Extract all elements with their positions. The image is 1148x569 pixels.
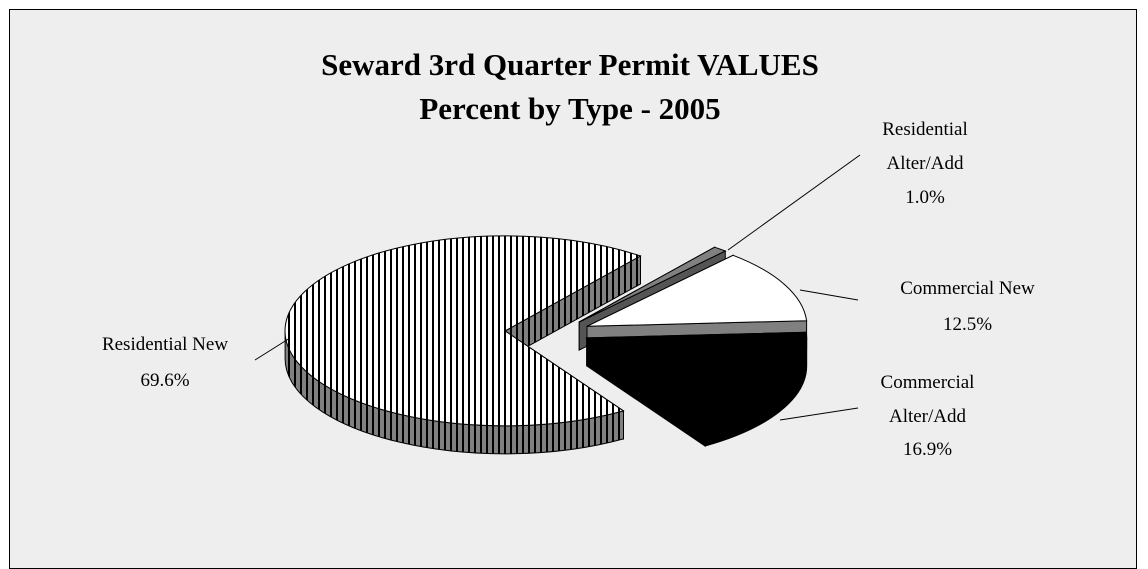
slice-label: Commercial New	[900, 278, 1035, 299]
slice-top	[578, 246, 727, 323]
leader-line	[779, 407, 859, 421]
slice-top	[585, 331, 808, 419]
slice-value-label: 16.9%	[902, 439, 953, 460]
chart	[254, 154, 861, 455]
slice-top	[586, 254, 808, 327]
chart-subtitle: Percent by Type - 2005	[419, 91, 721, 126]
slice-label: Residential New	[101, 334, 229, 355]
slice-value-label: 1.0%	[905, 187, 945, 208]
leader-line	[727, 154, 861, 251]
leader-line	[799, 289, 859, 301]
slice-value-label: 69.6%	[140, 370, 190, 391]
pie-slice	[585, 331, 808, 447]
slice-label: Residential Alter/Add	[882, 119, 968, 174]
leader-line	[254, 337, 291, 361]
slice-value-label: 12.5%	[942, 314, 993, 335]
pie-slice	[284, 235, 642, 455]
chart-title: Seward 3rd Quarter Permit VALUES	[321, 47, 819, 82]
slice-top	[284, 235, 642, 427]
slice-label: Commercial Alter/Add	[880, 372, 975, 427]
